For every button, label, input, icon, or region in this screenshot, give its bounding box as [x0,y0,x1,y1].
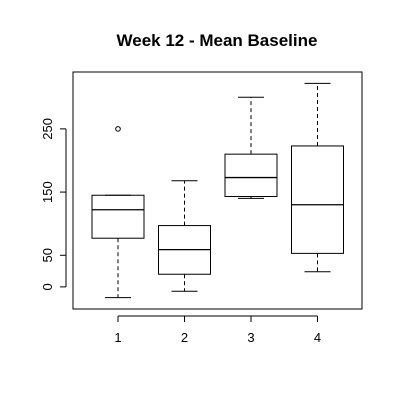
box-iqr [91,194,145,239]
box-2 [158,180,211,292]
box-3 [224,96,278,199]
box-iqr [224,153,278,198]
box-1 [91,126,145,299]
box-series [91,82,344,299]
box-iqr [291,145,344,254]
y-axis: 0 50 150 250 [40,118,67,290]
outlier-point [115,126,121,132]
x-axis: 1 2 3 4 [114,315,321,345]
x-tick-label: 1 [114,330,121,345]
x-tick-label: 2 [181,330,188,345]
y-tick-label: 0 [40,283,55,290]
x-tick-label: 3 [247,330,254,345]
y-tick-label: 50 [40,248,55,262]
y-tick-label: 150 [40,181,55,203]
plot-border [72,71,363,310]
y-tick-label: 250 [40,118,55,140]
x-tick-label: 4 [314,330,321,345]
chart-title: Week 12 - Mean Baseline [117,31,318,50]
box-4 [291,82,344,273]
